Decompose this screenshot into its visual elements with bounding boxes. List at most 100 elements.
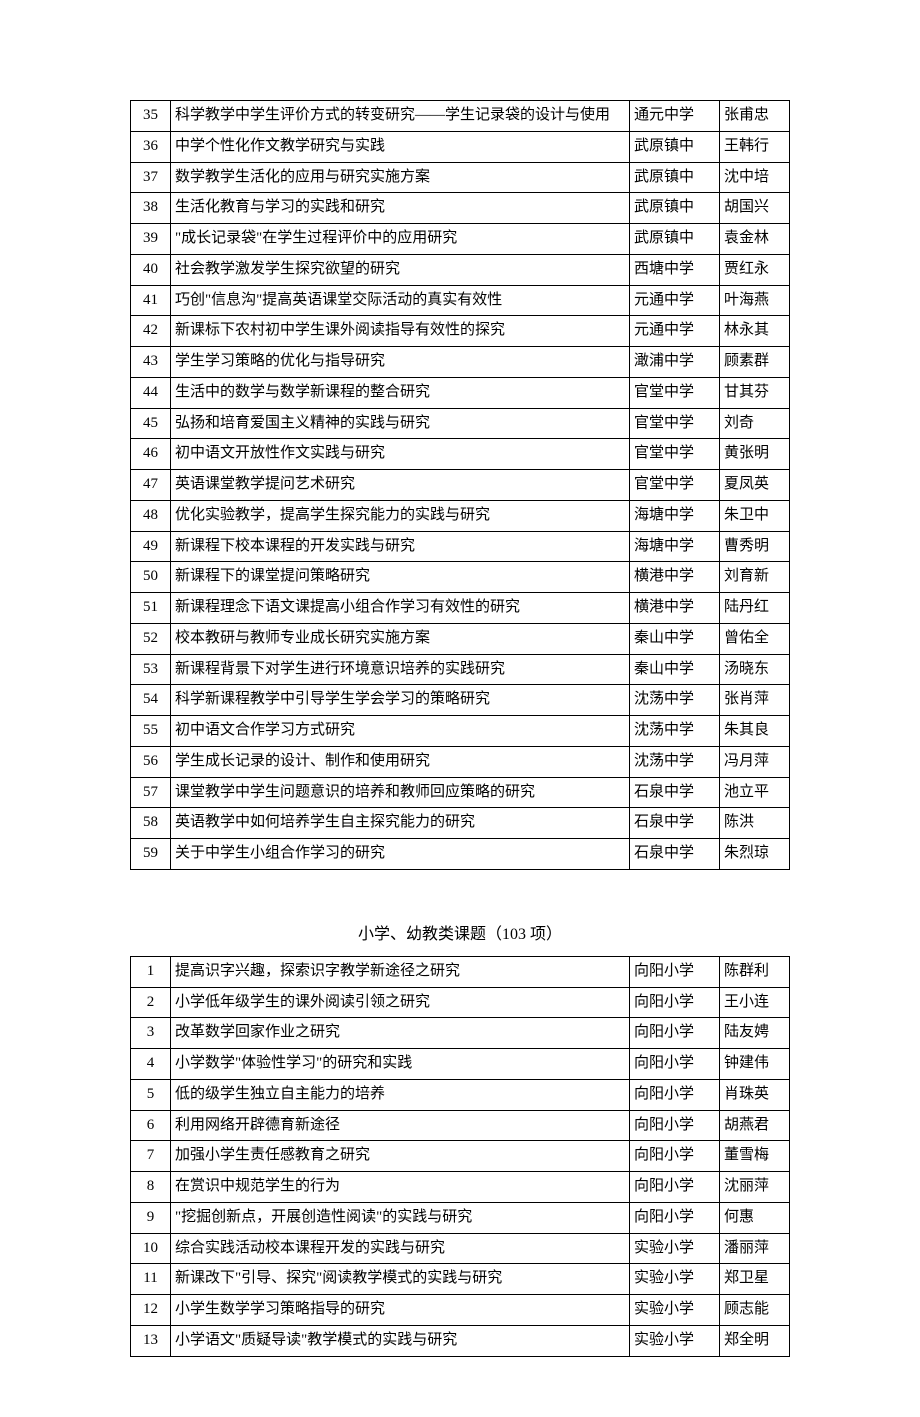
table-row: 9"挖掘创新点，开展创造性阅读"的实践与研究向阳小学何惠 (131, 1202, 790, 1233)
table-row: 56学生成长记录的设计、制作和使用研究沈荡中学冯月萍 (131, 746, 790, 777)
row-person: 张甫忠 (720, 101, 790, 132)
row-title: 改革数学回家作业之研究 (171, 1018, 630, 1049)
row-school: 向阳小学 (630, 1202, 720, 1233)
row-title: 在赏识中规范学生的行为 (171, 1172, 630, 1203)
row-person: 曾佑全 (720, 623, 790, 654)
table-row: 47英语课堂教学提问艺术研究官堂中学夏凤英 (131, 470, 790, 501)
table-row: 55初中语文合作学习方式研究沈荡中学朱其良 (131, 716, 790, 747)
table-row: 51新课程理念下语文课提高小组合作学习有效性的研究横港中学陆丹红 (131, 593, 790, 624)
row-person: 潘丽萍 (720, 1233, 790, 1264)
table-row: 1提高识字兴趣，探索识字教学新途径之研究向阳小学陈群利 (131, 956, 790, 987)
row-person: 肖珠英 (720, 1079, 790, 1110)
row-number: 1 (131, 956, 171, 987)
row-title: 小学语文"质疑导读"教学模式的实践与研究 (171, 1325, 630, 1356)
row-title: 科学教学中学生评价方式的转变研究——学生记录袋的设计与使用 (171, 101, 630, 132)
row-person: 顾素群 (720, 347, 790, 378)
table2-body: 1提高识字兴趣，探索识字教学新途径之研究向阳小学陈群利2小学低年级学生的课外阅读… (131, 956, 790, 1356)
row-school: 实验小学 (630, 1264, 720, 1295)
row-person: 刘奇 (720, 408, 790, 439)
row-school: 武原镇中 (630, 224, 720, 255)
row-number: 6 (131, 1110, 171, 1141)
row-number: 54 (131, 685, 171, 716)
row-person: 叶海燕 (720, 285, 790, 316)
row-number: 55 (131, 716, 171, 747)
row-person: 朱卫中 (720, 500, 790, 531)
table-row: 52校本教研与教师专业成长研究实施方案秦山中学曾佑全 (131, 623, 790, 654)
table-row: 8在赏识中规范学生的行为向阳小学沈丽萍 (131, 1172, 790, 1203)
row-school: 元通中学 (630, 285, 720, 316)
row-title: 新课标下农村初中学生课外阅读指导有效性的探究 (171, 316, 630, 347)
row-school: 向阳小学 (630, 1018, 720, 1049)
table-row: 10综合实践活动校本课程开发的实践与研究实验小学潘丽萍 (131, 1233, 790, 1264)
projects-table-2: 1提高识字兴趣，探索识字教学新途径之研究向阳小学陈群利2小学低年级学生的课外阅读… (130, 956, 790, 1357)
table-row: 48优化实验教学，提高学生探究能力的实践与研究海塘中学朱卫中 (131, 500, 790, 531)
table-row: 7加强小学生责任感教育之研究向阳小学董雪梅 (131, 1141, 790, 1172)
row-person: 胡国兴 (720, 193, 790, 224)
row-person: 袁金林 (720, 224, 790, 255)
row-number: 46 (131, 439, 171, 470)
table-row: 54科学新课程教学中引导学生学会学习的策略研究沈荡中学张肖萍 (131, 685, 790, 716)
row-title: "成长记录袋"在学生过程评价中的应用研究 (171, 224, 630, 255)
row-person: 林永其 (720, 316, 790, 347)
row-title: 科学新课程教学中引导学生学会学习的策略研究 (171, 685, 630, 716)
row-number: 35 (131, 101, 171, 132)
table-row: 45弘扬和培育爱国主义精神的实践与研究官堂中学刘奇 (131, 408, 790, 439)
row-person: 沈丽萍 (720, 1172, 790, 1203)
row-number: 49 (131, 531, 171, 562)
row-school: 向阳小学 (630, 1141, 720, 1172)
table-row: 53新课程背景下对学生进行环境意识培养的实践研究秦山中学汤晓东 (131, 654, 790, 685)
row-title: 小学生数学学习策略指导的研究 (171, 1295, 630, 1326)
row-number: 12 (131, 1295, 171, 1326)
table-row: 46初中语文开放性作文实践与研究官堂中学黄张明 (131, 439, 790, 470)
table-row: 59关于中学生小组合作学习的研究石泉中学朱烈琼 (131, 839, 790, 870)
table-row: 58英语教学中如何培养学生自主探究能力的研究石泉中学陈洪 (131, 808, 790, 839)
row-number: 10 (131, 1233, 171, 1264)
row-school: 石泉中学 (630, 808, 720, 839)
row-school: 沈荡中学 (630, 716, 720, 747)
table-row: 36中学个性化作文教学研究与实践武原镇中王韩行 (131, 131, 790, 162)
table-row: 41巧创"信息沟"提高英语课堂交际活动的真实有效性元通中学叶海燕 (131, 285, 790, 316)
table-row: 42新课标下农村初中学生课外阅读指导有效性的探究元通中学林永其 (131, 316, 790, 347)
table-row: 50新课程下的课堂提问策略研究横港中学刘育新 (131, 562, 790, 593)
row-title: 小学数学"体验性学习"的研究和实践 (171, 1049, 630, 1080)
table-row: 12小学生数学学习策略指导的研究实验小学顾志能 (131, 1295, 790, 1326)
row-school: 通元中学 (630, 101, 720, 132)
table-row: 57课堂教学中学生问题意识的培养和教师回应策略的研究石泉中学池立平 (131, 777, 790, 808)
row-title: 弘扬和培育爱国主义精神的实践与研究 (171, 408, 630, 439)
row-title: 利用网络开辟德育新途径 (171, 1110, 630, 1141)
row-school: 官堂中学 (630, 470, 720, 501)
row-number: 47 (131, 470, 171, 501)
row-number: 4 (131, 1049, 171, 1080)
row-number: 39 (131, 224, 171, 255)
table-row: 6利用网络开辟德育新途径向阳小学胡燕君 (131, 1110, 790, 1141)
row-person: 汤晓东 (720, 654, 790, 685)
row-person: 顾志能 (720, 1295, 790, 1326)
row-title: "挖掘创新点，开展创造性阅读"的实践与研究 (171, 1202, 630, 1233)
section-heading: 小学、幼教类课题（103 项） (130, 920, 790, 944)
row-title: 英语课堂教学提问艺术研究 (171, 470, 630, 501)
row-number: 57 (131, 777, 171, 808)
row-title: 生活化教育与学习的实践和研究 (171, 193, 630, 224)
row-school: 横港中学 (630, 562, 720, 593)
row-school: 向阳小学 (630, 1049, 720, 1080)
row-school: 石泉中学 (630, 777, 720, 808)
row-title: 新课程理念下语文课提高小组合作学习有效性的研究 (171, 593, 630, 624)
row-title: 加强小学生责任感教育之研究 (171, 1141, 630, 1172)
projects-table-1: 35科学教学中学生评价方式的转变研究——学生记录袋的设计与使用通元中学张甫忠36… (130, 100, 790, 870)
row-title: 新课改下"引导、探究"阅读教学模式的实践与研究 (171, 1264, 630, 1295)
row-title: 提高识字兴趣，探索识字教学新途径之研究 (171, 956, 630, 987)
row-person: 钟建伟 (720, 1049, 790, 1080)
row-school: 向阳小学 (630, 987, 720, 1018)
row-number: 9 (131, 1202, 171, 1233)
table-row: 38生活化教育与学习的实践和研究武原镇中胡国兴 (131, 193, 790, 224)
table-row: 5低的级学生独立自主能力的培养向阳小学肖珠英 (131, 1079, 790, 1110)
row-person: 何惠 (720, 1202, 790, 1233)
row-number: 8 (131, 1172, 171, 1203)
row-school: 实验小学 (630, 1325, 720, 1356)
row-person: 黄张明 (720, 439, 790, 470)
row-title: 学生学习策略的优化与指导研究 (171, 347, 630, 378)
row-person: 董雪梅 (720, 1141, 790, 1172)
row-title: 英语教学中如何培养学生自主探究能力的研究 (171, 808, 630, 839)
row-person: 甘其芬 (720, 377, 790, 408)
row-school: 沈荡中学 (630, 685, 720, 716)
